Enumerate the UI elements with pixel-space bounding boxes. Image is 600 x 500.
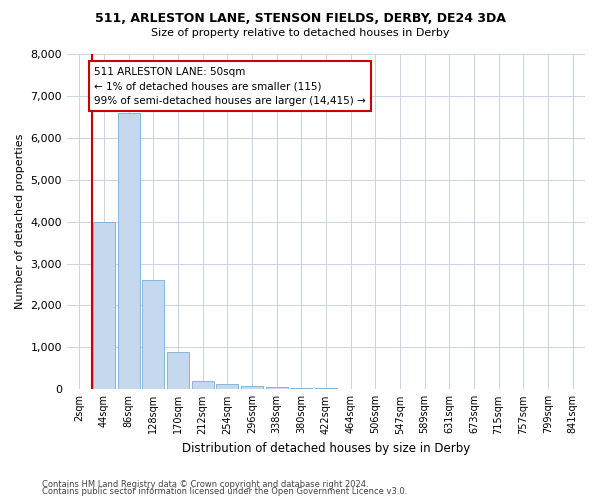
Text: Contains HM Land Registry data © Crown copyright and database right 2024.: Contains HM Land Registry data © Crown c… (42, 480, 368, 489)
Bar (167, 352, 189, 390)
Y-axis label: Number of detached properties: Number of detached properties (15, 134, 25, 310)
Bar (93, 222, 115, 390)
Bar (266, 387, 288, 390)
Bar (315, 388, 337, 390)
Bar (191, 381, 214, 390)
Text: Size of property relative to detached houses in Derby: Size of property relative to detached ho… (151, 28, 449, 38)
Bar (290, 388, 313, 390)
Text: Contains public sector information licensed under the Open Government Licence v3: Contains public sector information licen… (42, 487, 407, 496)
Bar (241, 386, 263, 390)
Bar (142, 280, 164, 390)
X-axis label: Distribution of detached houses by size in Derby: Distribution of detached houses by size … (182, 442, 470, 455)
Text: 511, ARLESTON LANE, STENSON FIELDS, DERBY, DE24 3DA: 511, ARLESTON LANE, STENSON FIELDS, DERB… (95, 12, 505, 26)
Text: 511 ARLESTON LANE: 50sqm
← 1% of detached houses are smaller (115)
99% of semi-d: 511 ARLESTON LANE: 50sqm ← 1% of detache… (94, 66, 366, 106)
Bar (216, 384, 238, 390)
Bar (118, 112, 140, 390)
